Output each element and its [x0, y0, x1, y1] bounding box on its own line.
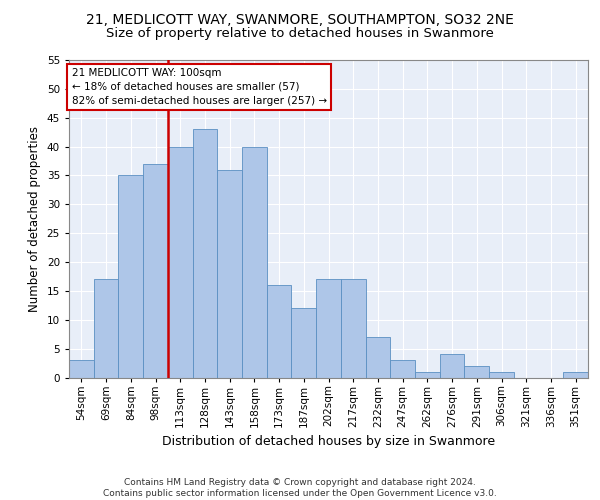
Bar: [390, 360, 415, 378]
Bar: [267, 285, 292, 378]
Bar: [193, 130, 217, 378]
Bar: [464, 366, 489, 378]
Bar: [242, 146, 267, 378]
Bar: [365, 337, 390, 378]
Bar: [489, 372, 514, 378]
Text: Contains HM Land Registry data © Crown copyright and database right 2024.
Contai: Contains HM Land Registry data © Crown c…: [103, 478, 497, 498]
Bar: [440, 354, 464, 378]
X-axis label: Distribution of detached houses by size in Swanmore: Distribution of detached houses by size …: [162, 435, 495, 448]
Y-axis label: Number of detached properties: Number of detached properties: [28, 126, 41, 312]
Bar: [316, 280, 341, 378]
Bar: [341, 280, 365, 378]
Text: 21 MEDLICOTT WAY: 100sqm
← 18% of detached houses are smaller (57)
82% of semi-d: 21 MEDLICOTT WAY: 100sqm ← 18% of detach…: [71, 68, 327, 106]
Bar: [168, 146, 193, 378]
Bar: [563, 372, 588, 378]
Bar: [292, 308, 316, 378]
Bar: [143, 164, 168, 378]
Bar: [94, 280, 118, 378]
Bar: [217, 170, 242, 378]
Bar: [118, 176, 143, 378]
Bar: [69, 360, 94, 378]
Bar: [415, 372, 440, 378]
Text: 21, MEDLICOTT WAY, SWANMORE, SOUTHAMPTON, SO32 2NE: 21, MEDLICOTT WAY, SWANMORE, SOUTHAMPTON…: [86, 12, 514, 26]
Text: Size of property relative to detached houses in Swanmore: Size of property relative to detached ho…: [106, 28, 494, 40]
